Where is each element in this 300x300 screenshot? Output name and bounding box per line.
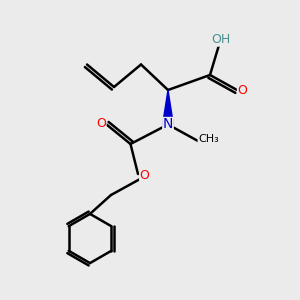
- Polygon shape: [163, 90, 173, 124]
- Text: OH: OH: [211, 33, 230, 46]
- Text: O: O: [140, 169, 149, 182]
- Text: N: N: [163, 118, 173, 131]
- Text: O: O: [96, 116, 106, 130]
- Text: O: O: [238, 83, 247, 97]
- Text: CH₃: CH₃: [198, 134, 219, 145]
